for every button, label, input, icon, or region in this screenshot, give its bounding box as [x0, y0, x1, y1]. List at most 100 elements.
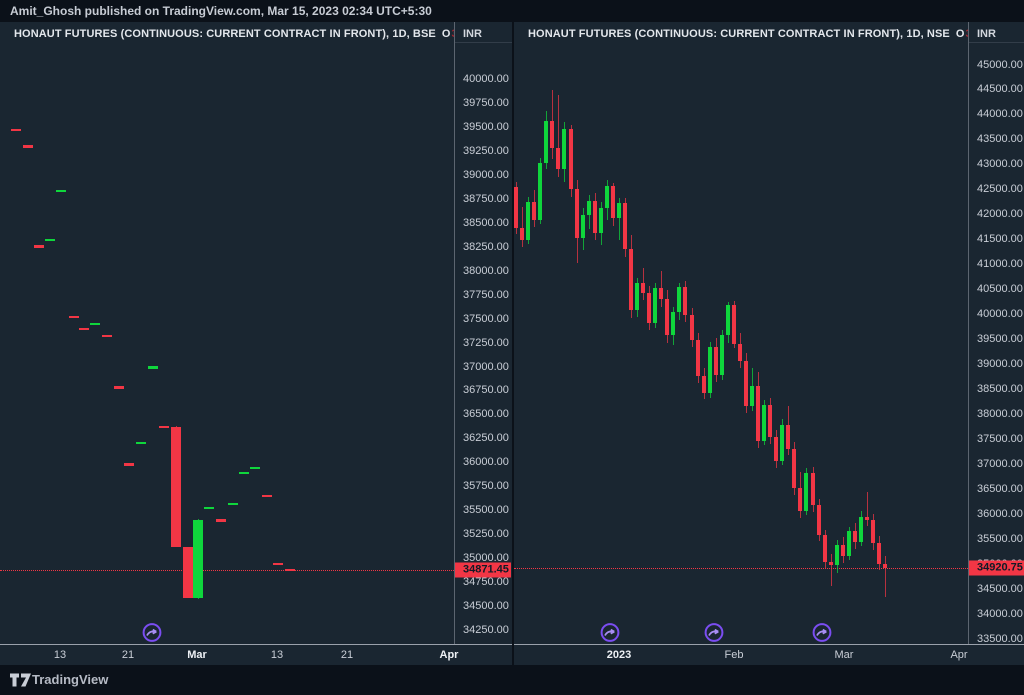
candlestick — [136, 441, 146, 445]
idea-marker-icon[interactable] — [812, 622, 833, 643]
idea-marker-icon[interactable] — [600, 622, 621, 643]
idea-marker-icon[interactable] — [142, 622, 163, 643]
publisher-bar: Amit_Ghosh published on TradingView.com,… — [0, 0, 1024, 22]
currency-label: INR — [969, 22, 1024, 43]
candlestick — [647, 293, 651, 324]
price-tick-label: 44000.00 — [977, 108, 1023, 121]
time-tick-label: 21 — [121, 649, 135, 661]
last-price-line — [0, 570, 454, 572]
chart-plot-area-nse[interactable]: HONAUT FUTURES (CONTINUOUS: CURRENT CONT… — [514, 22, 968, 644]
candlestick — [544, 121, 548, 164]
candlestick — [575, 189, 579, 239]
candlestick — [250, 466, 260, 470]
candlestick — [792, 448, 796, 489]
tradingview-logo-icon — [10, 673, 31, 687]
candlestick — [750, 386, 754, 407]
candlestick — [611, 186, 615, 219]
chart-legend-nse: HONAUT FUTURES (CONTINUOUS: CURRENT CONT… — [528, 28, 968, 40]
price-axis-nse[interactable]: INR 33500.0034000.0034500.0035000.003550… — [968, 22, 1024, 644]
open-label: O — [441, 28, 451, 40]
price-tick-label: 34500.00 — [977, 583, 1023, 595]
candlestick — [871, 519, 875, 544]
candlestick — [623, 202, 627, 250]
currency-label: INR — [455, 22, 512, 43]
chart-panel-bse[interactable]: HONAUT FUTURES (CONTINUOUS: CURRENT CONT… — [0, 22, 512, 665]
price-tick-label: 36500.00 — [463, 408, 509, 421]
price-tick-label: 36000.00 — [977, 508, 1023, 521]
candlestick — [273, 562, 283, 566]
price-tick-label: 38750.00 — [463, 193, 509, 205]
candle-wick — [618, 198, 620, 241]
price-tick-label: 38500.00 — [463, 217, 509, 229]
candlestick — [228, 502, 238, 505]
candlestick — [877, 543, 881, 564]
time-tick-label: Feb — [724, 649, 744, 661]
price-tick-label: 34250.00 — [463, 623, 509, 636]
candlestick — [817, 505, 821, 536]
candle-wick — [866, 491, 868, 527]
candlestick — [811, 472, 815, 506]
candle-wick — [521, 206, 523, 247]
last-price-line — [514, 568, 968, 569]
watermark-bar: TradingView — [0, 665, 1024, 695]
candle-wick — [557, 95, 559, 177]
open-label: O — [955, 28, 965, 40]
candlestick — [79, 327, 89, 330]
candlestick — [738, 344, 742, 362]
candlestick — [550, 121, 554, 149]
candlestick — [45, 239, 55, 242]
idea-marker-icon[interactable] — [704, 622, 725, 643]
time-tick-label: 21 — [340, 649, 354, 661]
candlestick — [744, 361, 748, 407]
candlestick — [690, 315, 694, 341]
candlestick — [556, 148, 560, 170]
price-tick-label: 45000.00 — [977, 58, 1023, 71]
candlestick — [239, 471, 249, 474]
chart-plot-area-bse[interactable]: HONAUT FUTURES (CONTINUOUS: CURRENT CONT… — [0, 22, 454, 644]
candlestick — [829, 562, 833, 566]
price-tick-label: 40500.00 — [977, 283, 1023, 296]
candle-wick — [884, 556, 886, 598]
price-axis-bse[interactable]: INR 34250.00 34500.00 34750.00 35000.00 3525… — [454, 22, 512, 644]
candlestick — [520, 228, 524, 241]
candlestick — [702, 376, 706, 394]
time-axis-nse[interactable]: 2023 Feb Mar Apr — [514, 644, 1024, 665]
price-tick-label: 36250.00 — [463, 432, 509, 445]
candlestick — [599, 208, 603, 234]
price-tick-label: 40000.00 — [463, 73, 509, 86]
price-tick-label: 37000.00 — [463, 360, 509, 373]
price-tick-label: 34500.00 — [463, 599, 509, 612]
price-tick-label: 37750.00 — [463, 288, 509, 301]
chart-panel-nse[interactable]: HONAUT FUTURES (CONTINUOUS: CURRENT CONT… — [512, 22, 1024, 665]
time-axis-bse[interactable]: 13 21 Mar 13 21 Apr — [0, 644, 512, 665]
price-tick-label: 39750.00 — [463, 97, 509, 110]
candlestick — [635, 283, 639, 311]
candlestick — [148, 366, 158, 369]
candlestick — [835, 544, 839, 566]
candlestick — [726, 305, 730, 336]
candlestick — [841, 544, 845, 557]
candlestick — [786, 424, 790, 449]
price-tick-label: 35250.00 — [463, 528, 509, 540]
time-tick-label: 13 — [53, 649, 67, 661]
candlestick — [569, 129, 573, 190]
candlestick — [90, 322, 100, 326]
candlestick — [587, 201, 591, 216]
publisher-text: Amit_Ghosh published on TradingView.com,… — [10, 4, 432, 18]
candlestick — [762, 405, 766, 442]
symbol-title: HONAUT FUTURES (CONTINUOUS: CURRENT CONT… — [14, 28, 436, 40]
candlestick — [853, 531, 857, 543]
candlestick — [804, 472, 808, 512]
candlestick — [756, 386, 760, 442]
price-tick-label: 37500.00 — [977, 433, 1023, 446]
last-price-label: 34871.45 — [455, 562, 511, 578]
price-tick-label: 34000.00 — [977, 608, 1023, 620]
candlestick — [114, 386, 124, 389]
price-tick-label: 38000.00 — [977, 408, 1023, 421]
candlestick — [859, 516, 863, 543]
candlestick — [538, 163, 542, 221]
price-tick-label: 38000.00 — [463, 264, 509, 277]
candlestick — [69, 315, 79, 318]
candlestick — [865, 516, 869, 520]
candlestick — [617, 202, 621, 219]
